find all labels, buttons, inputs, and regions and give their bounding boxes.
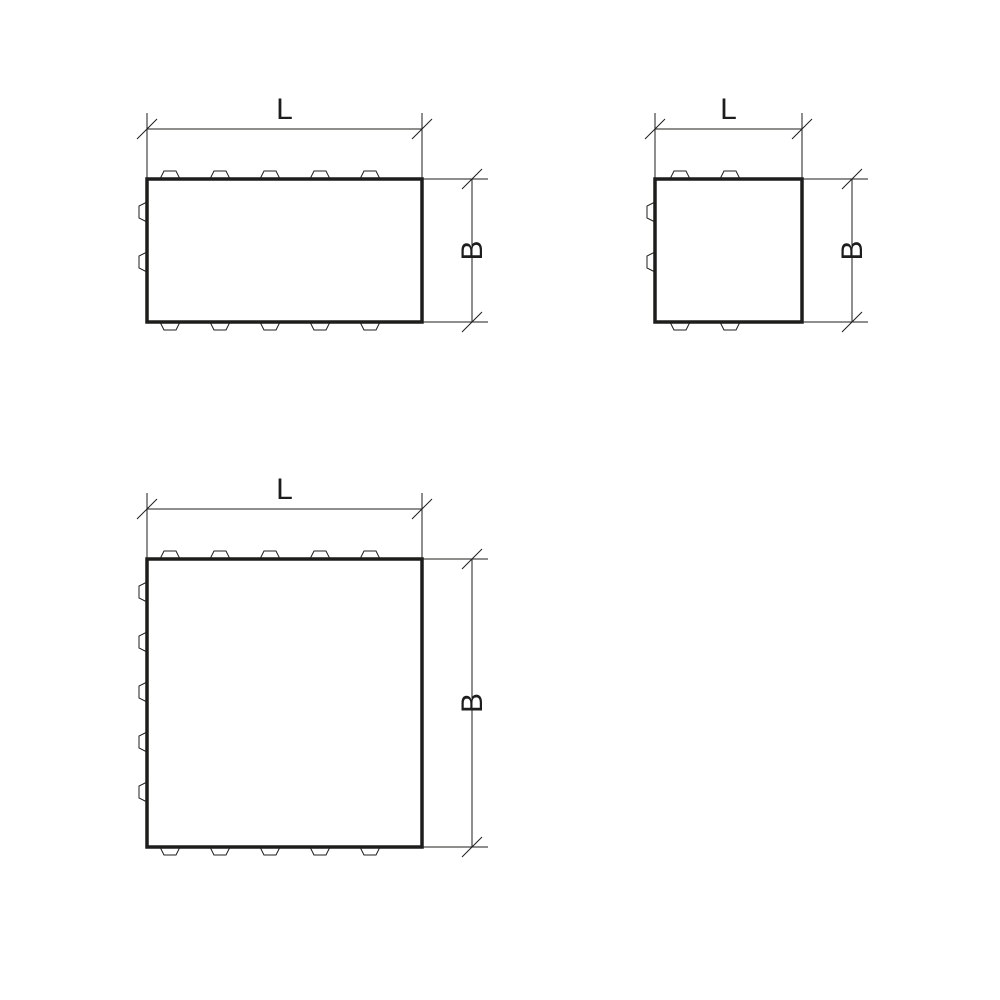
technical-drawing: LBLBLB: [0, 0, 1000, 1000]
shape-body: [147, 559, 422, 847]
square-large: LB: [139, 473, 489, 855]
rect-wide: LB: [139, 93, 489, 330]
dim-label-L: L: [720, 93, 737, 126]
dim-label-B: B: [456, 240, 489, 260]
dim-label-L: L: [276, 93, 293, 126]
shape-body: [655, 179, 802, 322]
dim-label-L: L: [276, 473, 293, 506]
shape-body: [147, 179, 422, 322]
dim-label-B: B: [836, 240, 869, 260]
dim-label-B: B: [456, 693, 489, 713]
square-small: LB: [647, 93, 869, 330]
